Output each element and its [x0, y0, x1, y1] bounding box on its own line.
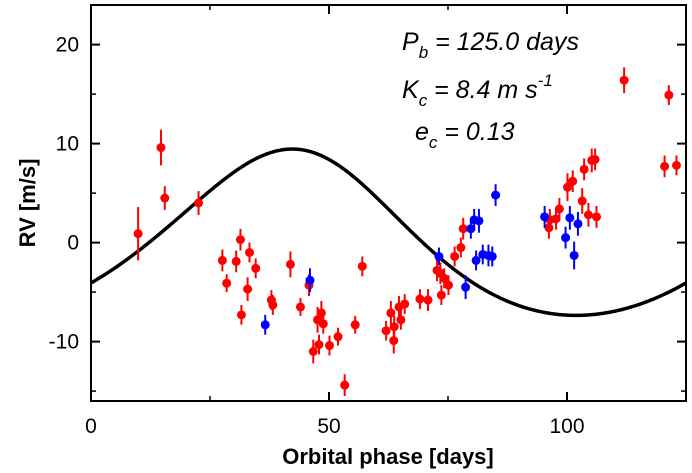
plot-frame	[90, 4, 687, 402]
red-data-point-26	[357, 261, 367, 271]
red-data-point-49	[568, 176, 578, 186]
y-tick-label-2: 10	[56, 133, 79, 156]
blue-data-point-1	[305, 275, 315, 285]
red-data-point-14	[285, 259, 295, 269]
x-tick-label-0: 0	[85, 415, 97, 438]
blue-data-point-12	[540, 212, 550, 222]
red-data-point-56	[619, 75, 629, 85]
red-data-point-13	[268, 300, 278, 310]
red-data-point-32	[396, 315, 406, 325]
red-data-point-29	[389, 336, 399, 346]
red-data-point-20	[316, 308, 326, 318]
y-tick-label-0: -10	[49, 331, 79, 354]
annotation-period: Pb = 125.0 days	[402, 28, 579, 62]
red-data-point-43	[458, 224, 468, 234]
red-data-point-11	[251, 263, 261, 273]
red-data-point-1	[156, 143, 166, 153]
red-data-point-58	[664, 90, 674, 100]
red-data-point-19	[314, 340, 324, 350]
red-data-point-54	[590, 154, 600, 164]
red-data-point-4	[217, 255, 227, 265]
red-data-point-38	[436, 290, 446, 300]
red-data-point-22	[324, 341, 334, 351]
red-data-point-50	[577, 196, 587, 206]
red-data-point-40	[443, 280, 453, 290]
annotation-period-symbol: P	[402, 28, 419, 56]
red-data-point-5	[222, 278, 232, 288]
y-axis-title: RV [m/s]	[15, 159, 40, 248]
y-tick-label-1: 0	[67, 232, 79, 255]
red-data-point-8	[236, 310, 246, 320]
red-data-point-42	[456, 243, 466, 253]
x-axis-title: Orbital phase [days]	[282, 444, 494, 469]
blue-data-point-13	[561, 233, 571, 243]
x-tick-label-2: 100	[549, 415, 584, 438]
red-data-point-27	[381, 326, 391, 336]
red-data-point-21	[318, 319, 328, 329]
annotation-eccentricity-value: = 0.13	[437, 118, 514, 146]
red-data-point-10	[245, 248, 255, 257]
red-data-point-6	[231, 256, 241, 266]
blue-data-point-2	[434, 251, 444, 261]
blue-data-point-7	[474, 216, 484, 226]
model-curve	[90, 147, 687, 318]
red-data-point-23	[333, 332, 343, 342]
annotation-period-value: = 125.0 days	[428, 28, 579, 56]
y-tick-label-3: 20	[56, 34, 79, 57]
blue-data-point-14	[565, 213, 575, 223]
red-data-point-46	[551, 214, 561, 224]
red-data-point-3	[194, 198, 204, 208]
blue-data-point-6	[471, 255, 481, 265]
blue-data-point-10	[487, 251, 497, 261]
annotation-semi-amplitude: Kc = 8.4 m s-1	[402, 71, 553, 110]
annotation-semi-amplitude-sub: c	[419, 91, 428, 110]
blue-data-point-15	[569, 250, 579, 260]
red-data-point-34	[415, 294, 425, 304]
red-data-point-28	[386, 308, 396, 318]
annotation-eccentricity-symbol: e	[415, 118, 429, 146]
red-data-point-2	[160, 193, 170, 203]
annotation-semi-amplitude-sup: -1	[538, 71, 553, 90]
red-data-point-59	[671, 160, 681, 170]
blue-data-point-11	[491, 190, 501, 200]
red-data-point-47	[554, 204, 564, 214]
red-data-point-30	[389, 322, 399, 332]
blue-data-point-0	[260, 320, 270, 330]
blue-data-point-3	[461, 282, 471, 292]
red-data-point-25	[350, 320, 360, 330]
red-data-point-7	[235, 235, 245, 245]
red-data-point-51	[579, 164, 589, 174]
annotation-period-sub: b	[419, 43, 428, 62]
red-data-point-57	[660, 161, 670, 171]
red-data-point-55	[592, 212, 602, 222]
blue-data-point-4	[466, 224, 476, 234]
axis-ticks: 0 50 100 -10 0 10 20	[49, 5, 686, 438]
data-layer	[133, 67, 681, 397]
x-tick-label-1: 50	[317, 415, 340, 438]
red-data-point-41	[450, 251, 460, 261]
red-data-point-52	[583, 210, 593, 220]
red-data-point-17	[308, 347, 318, 356]
blue-data-point-16	[573, 219, 583, 229]
red-data-point-39	[439, 273, 449, 283]
red-data-point-48	[562, 182, 572, 192]
red-data-point-9	[243, 284, 253, 294]
red-data-point-33	[400, 299, 410, 309]
red-data-point-35	[423, 295, 433, 305]
red-data-point-24	[340, 380, 350, 390]
annotation-eccentricity: ec = 0.13	[415, 118, 515, 152]
red-data-point-0	[133, 229, 143, 239]
model-layer	[90, 147, 687, 318]
annotation-semi-amplitude-symbol: K	[402, 76, 420, 104]
annotation-semi-amplitude-value: = 8.4 m s	[427, 76, 537, 104]
annotation-eccentricity-sub: c	[429, 133, 438, 152]
red-data-point-15	[295, 302, 305, 312]
